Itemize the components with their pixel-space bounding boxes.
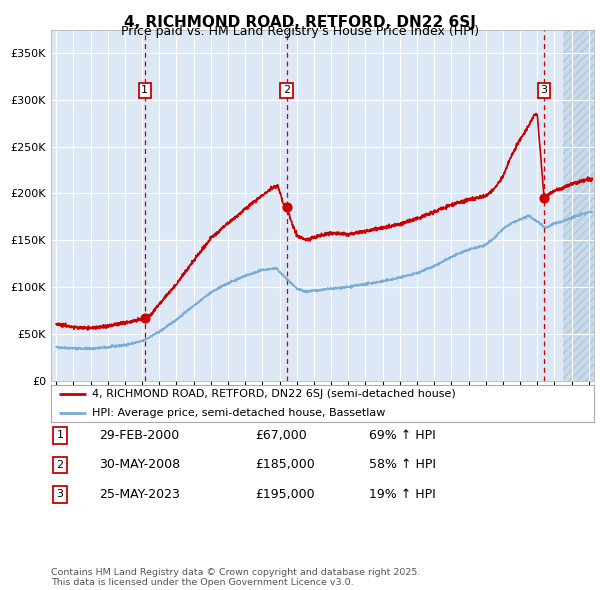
Point (539, 194, 549, 203)
Text: 1: 1 (56, 431, 64, 440)
Text: 29-FEB-2000: 29-FEB-2000 (99, 429, 179, 442)
Text: 1: 1 (142, 86, 148, 96)
Text: Contains HM Land Registry data © Crown copyright and database right 2025.
This d: Contains HM Land Registry data © Crown c… (51, 568, 421, 587)
Text: £67,000: £67,000 (255, 429, 307, 442)
Text: 3: 3 (541, 86, 548, 96)
Text: £195,000: £195,000 (255, 488, 314, 501)
Point (282, 202, 292, 212)
Bar (563, 30, 600, 381)
Text: 4, RICHMOND ROAD, RETFORD, DN22 6SJ (semi-detached house): 4, RICHMOND ROAD, RETFORD, DN22 6SJ (sem… (92, 389, 455, 399)
Text: £185,000: £185,000 (255, 458, 315, 471)
Bar (563, 30, 600, 381)
Text: 4, RICHMOND ROAD, RETFORD, DN22 6SJ: 4, RICHMOND ROAD, RETFORD, DN22 6SJ (124, 15, 476, 30)
Text: 25-MAY-2023: 25-MAY-2023 (99, 488, 180, 501)
Point (140, 313, 149, 323)
Text: 19% ↑ HPI: 19% ↑ HPI (369, 488, 436, 501)
Text: HPI: Average price, semi-detached house, Bassetlaw: HPI: Average price, semi-detached house,… (92, 408, 385, 418)
Text: 58% ↑ HPI: 58% ↑ HPI (369, 458, 436, 471)
Text: 2: 2 (56, 460, 64, 470)
Text: 69% ↑ HPI: 69% ↑ HPI (369, 429, 436, 442)
Text: 3: 3 (56, 490, 64, 499)
Text: Price paid vs. HM Land Registry's House Price Index (HPI): Price paid vs. HM Land Registry's House … (121, 25, 479, 38)
Text: 2: 2 (283, 86, 290, 96)
Text: 30-MAY-2008: 30-MAY-2008 (99, 458, 180, 471)
